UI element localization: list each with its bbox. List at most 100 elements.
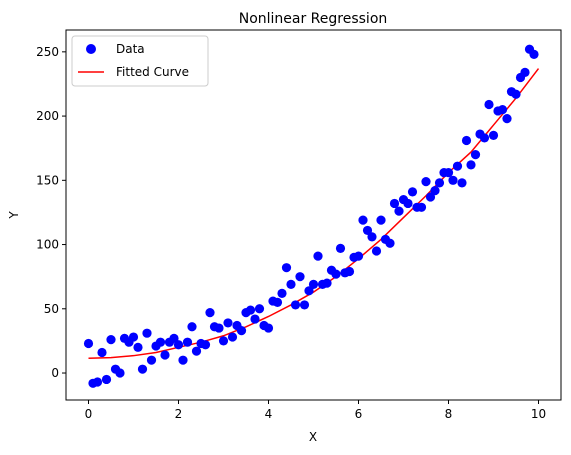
legend-label-fitted-curve: Fitted Curve	[116, 65, 189, 79]
y-tick-label: 250	[36, 45, 59, 59]
data-point	[137, 364, 148, 374]
data-point	[133, 342, 143, 352]
data-point	[155, 337, 166, 347]
data-point	[272, 297, 283, 307]
x-axis-label: X	[309, 430, 317, 444]
data-point	[520, 67, 530, 77]
legend-label-data: Data	[116, 42, 145, 56]
data-point	[286, 279, 296, 289]
data-point	[128, 332, 139, 342]
x-axis: 0 2 4 6 8 10	[85, 400, 546, 421]
data-point	[461, 135, 472, 146]
legend-box	[71, 35, 209, 87]
data-point	[376, 215, 386, 225]
data-point	[313, 251, 323, 261]
data-point	[457, 178, 467, 188]
x-tick-label: 6	[355, 407, 363, 421]
data-point	[308, 279, 319, 289]
y-tick-label: 0	[51, 366, 59, 380]
data-point	[281, 263, 292, 273]
data-point	[106, 335, 116, 345]
data-point	[448, 175, 458, 185]
data-point	[187, 322, 197, 332]
data-point	[362, 225, 373, 236]
data-point	[421, 177, 431, 187]
data-point	[497, 105, 508, 115]
data-point	[218, 336, 229, 346]
data-point	[511, 89, 521, 99]
data-point	[367, 232, 377, 242]
data-point	[178, 355, 188, 365]
data-point	[245, 305, 256, 315]
data-point	[200, 340, 211, 350]
fitted-curve-layer	[88, 68, 540, 359]
data-point	[92, 377, 103, 387]
data-point	[295, 272, 305, 282]
data-point	[115, 368, 125, 378]
x-tick-label: 0	[85, 407, 93, 421]
data-point	[331, 269, 341, 279]
data-point	[452, 161, 463, 171]
data-point	[263, 323, 274, 333]
legend: Data Fitted Curve	[71, 35, 209, 87]
data-point	[223, 318, 233, 328]
data-points-layer	[83, 44, 539, 388]
data-point	[407, 187, 418, 197]
y-tick-label: 100	[36, 238, 59, 252]
data-point	[142, 328, 152, 338]
data-point	[173, 340, 184, 350]
legend-marker-data	[86, 44, 96, 54]
data-point	[466, 160, 476, 170]
data-point	[443, 168, 454, 178]
data-point	[83, 338, 94, 349]
data-point	[146, 355, 157, 365]
data-point	[182, 337, 193, 347]
y-tick-label: 200	[36, 109, 59, 123]
fitted-curve-line	[88, 68, 540, 359]
data-point	[502, 114, 512, 124]
data-point	[236, 326, 247, 336]
x-tick-label: 2	[175, 407, 183, 421]
data-point	[403, 198, 413, 209]
data-point	[434, 178, 445, 188]
data-point	[425, 192, 436, 202]
data-point	[160, 350, 170, 360]
data-point	[488, 130, 499, 140]
data-point	[169, 333, 179, 343]
x-tick-label: 10	[531, 407, 546, 421]
data-point	[484, 99, 494, 110]
data-point	[394, 206, 404, 216]
data-point	[470, 150, 481, 160]
data-point	[191, 346, 202, 356]
data-point	[254, 304, 265, 314]
data-point	[299, 300, 310, 310]
plot-frame	[65, 29, 562, 401]
data-point	[304, 286, 314, 296]
data-point	[205, 308, 215, 318]
data-point	[416, 202, 427, 212]
data-point	[389, 198, 400, 209]
x-tick-label: 8	[445, 407, 453, 421]
data-point	[430, 185, 440, 196]
y-axis: 0 50 100 150 200 250	[36, 45, 66, 380]
data-point	[290, 300, 301, 310]
data-point	[277, 288, 287, 298]
chart-title: Nonlinear Regression	[239, 11, 388, 27]
data-point	[335, 243, 346, 253]
y-tick-label: 50	[44, 302, 59, 316]
data-point	[344, 266, 355, 277]
data-point	[529, 49, 539, 60]
data-point	[227, 332, 238, 342]
y-tick-label: 150	[36, 173, 59, 187]
data-point	[97, 347, 107, 358]
data-point	[385, 238, 395, 248]
data-point	[101, 374, 112, 385]
data-point	[358, 215, 368, 225]
y-axis-label: Y	[7, 211, 21, 220]
data-point	[479, 133, 490, 143]
data-point	[322, 278, 332, 288]
data-point	[371, 246, 382, 256]
data-point	[353, 251, 364, 261]
x-tick-label: 4	[265, 407, 273, 421]
